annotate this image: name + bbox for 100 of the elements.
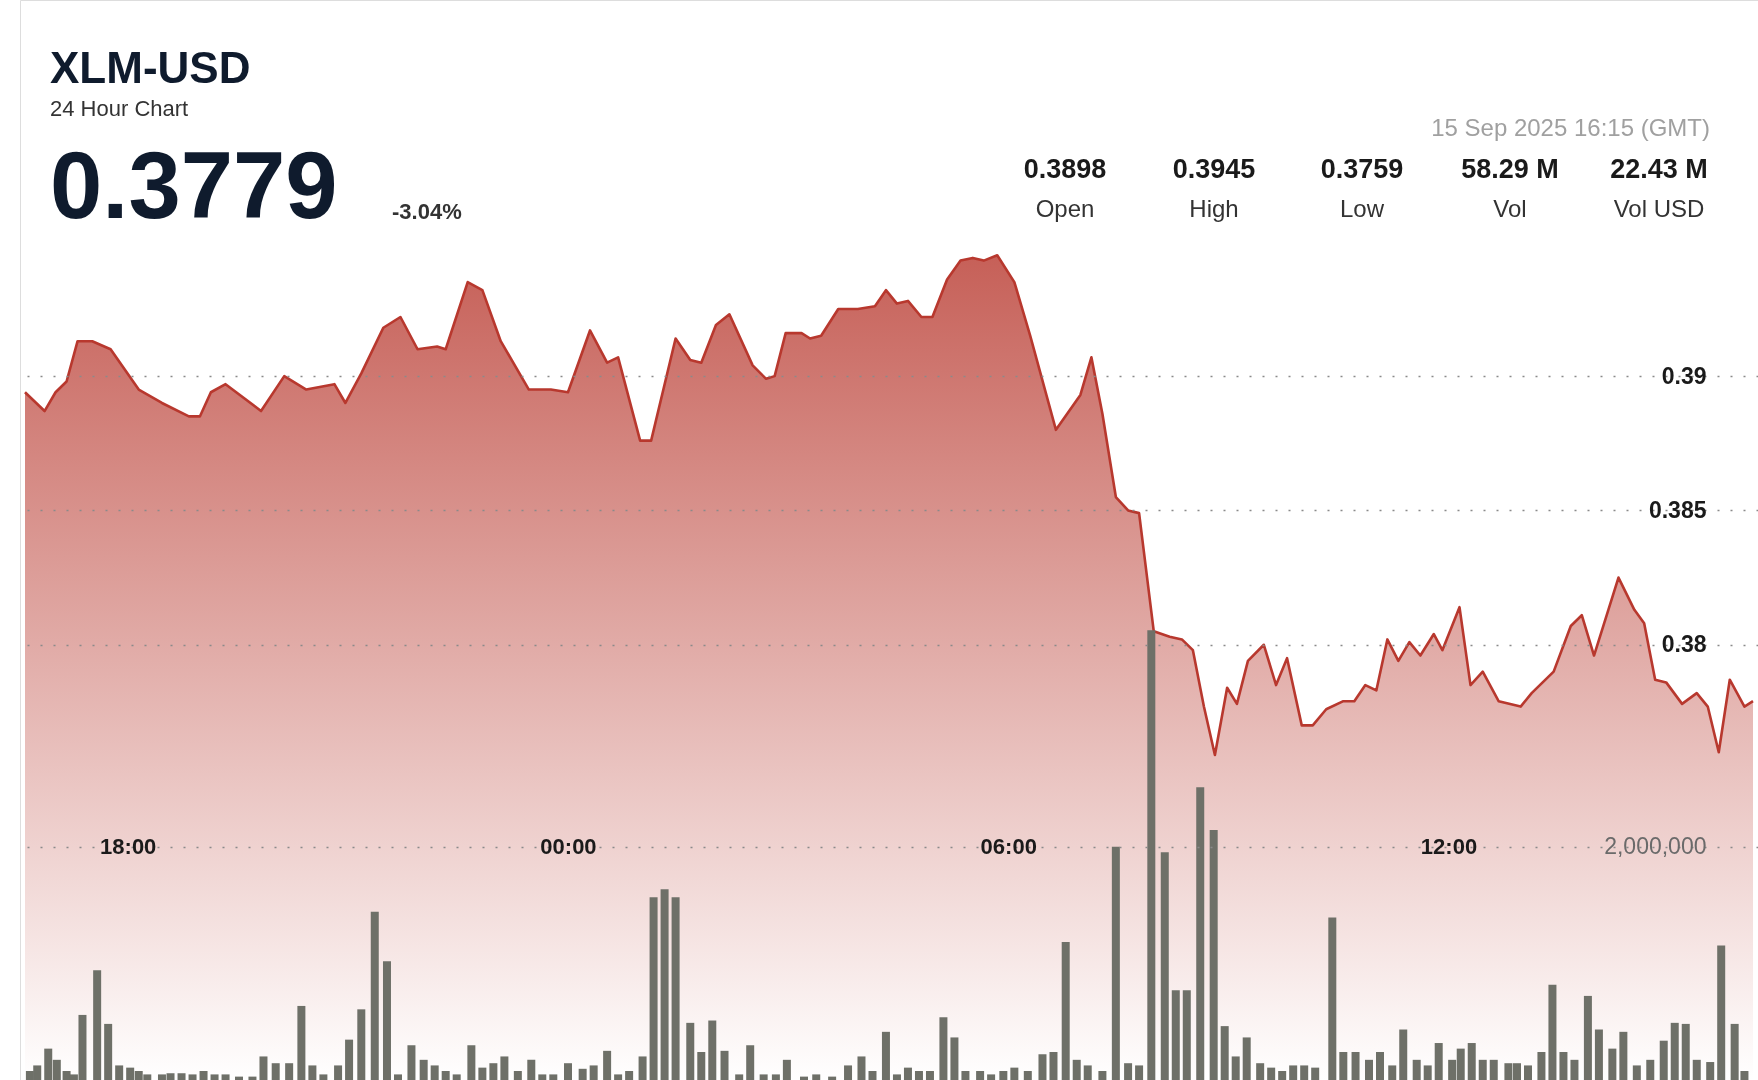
bar [467, 1045, 476, 1080]
bar [1681, 1023, 1690, 1080]
bar [1328, 917, 1337, 1080]
bar [1061, 942, 1070, 1080]
x-tick-label: 00:00 [540, 833, 597, 859]
bar [1646, 1059, 1655, 1080]
bar [1365, 1059, 1373, 1080]
bar [1267, 1067, 1276, 1080]
text: XLM-USD [50, 43, 251, 92]
bar [1111, 846, 1120, 1080]
bar [881, 1031, 890, 1080]
bar [1351, 1052, 1360, 1080]
bar [649, 897, 658, 1080]
bar [1049, 1052, 1058, 1080]
bar [1619, 1031, 1628, 1080]
bar [527, 1059, 536, 1080]
bar [419, 1059, 428, 1080]
bar [407, 1045, 416, 1080]
bar [950, 1037, 959, 1080]
bar [1072, 1059, 1081, 1080]
bar [382, 961, 391, 1080]
y-tick-label: 0.385 [1648, 496, 1707, 523]
bar [771, 1074, 780, 1080]
bar [1339, 1052, 1348, 1080]
bar [563, 1063, 572, 1080]
bar [782, 1059, 791, 1080]
bar [892, 1074, 901, 1080]
y-tick-label: 0.38 [1661, 631, 1707, 658]
bar [452, 1074, 461, 1080]
text: 24 Hour Chart [50, 96, 189, 121]
bar [1038, 1054, 1047, 1080]
annotation: 22.43 M [1610, 154, 1708, 184]
bar [708, 1020, 717, 1080]
bar [844, 1065, 853, 1080]
bar [697, 1052, 706, 1080]
x-tick-label: 06:00 [980, 833, 1037, 859]
bar [177, 1073, 186, 1080]
bar [1706, 1062, 1715, 1080]
bar [925, 1071, 934, 1080]
bar [1412, 1059, 1421, 1080]
bar [720, 1050, 729, 1080]
bar [1467, 1043, 1476, 1080]
bar [93, 970, 102, 1080]
bar [1209, 829, 1218, 1080]
bar [285, 1063, 294, 1080]
bar [1670, 1022, 1679, 1080]
annotation: Vol USD [1613, 195, 1705, 222]
bar [1300, 1065, 1309, 1080]
bar [1376, 1052, 1385, 1080]
bar [939, 1017, 948, 1080]
bar [478, 1067, 487, 1080]
bar [746, 1045, 755, 1080]
bar [1692, 1059, 1701, 1080]
x-tick-label: 18:00 [100, 833, 157, 859]
bar [1256, 1063, 1265, 1080]
bar [1231, 1056, 1240, 1080]
bar [1523, 1065, 1532, 1080]
annotation: High [1189, 195, 1239, 222]
bar [1023, 1071, 1032, 1080]
bar [999, 1071, 1008, 1080]
bar [345, 1039, 354, 1080]
bar [578, 1068, 587, 1080]
annotation: -3.04% [392, 199, 462, 224]
annotation: 15 Sep 2025 16:15 (GMT) [1431, 114, 1710, 141]
bar [1278, 1071, 1287, 1080]
bar [1220, 1026, 1229, 1080]
bar [115, 1065, 124, 1080]
bar [489, 1063, 498, 1080]
bar [430, 1065, 439, 1080]
bar [1242, 1037, 1251, 1080]
bar [271, 1063, 280, 1080]
bar [1423, 1065, 1432, 1080]
bar [1135, 1065, 1144, 1080]
bar [1537, 1052, 1546, 1080]
bar [1608, 1048, 1617, 1080]
bar [903, 1067, 912, 1080]
bar [961, 1071, 970, 1080]
y-tick-label: 0.39 [1661, 362, 1707, 389]
x-tick-label: 12:00 [1420, 833, 1478, 859]
y2-tick-label: 2,000,000 [1604, 833, 1707, 860]
bar [1570, 1059, 1579, 1080]
annotation: Vol [1493, 195, 1527, 222]
bar [987, 1074, 996, 1080]
bar [370, 911, 379, 1080]
bar [1171, 990, 1180, 1080]
bar [589, 1065, 598, 1080]
bar [1594, 1029, 1603, 1080]
bar [1010, 1067, 1019, 1080]
bar [660, 889, 669, 1080]
bar [625, 1071, 634, 1080]
annotation: 58.29 M [1461, 154, 1559, 184]
bar [199, 1071, 208, 1080]
annotation: 0.3779 [50, 133, 338, 238]
bar [188, 1074, 197, 1080]
bar [1583, 995, 1592, 1080]
bar [441, 1071, 450, 1080]
bar [500, 1056, 509, 1080]
bar [538, 1074, 547, 1080]
bar [1098, 1071, 1107, 1080]
bar [104, 1023, 113, 1080]
